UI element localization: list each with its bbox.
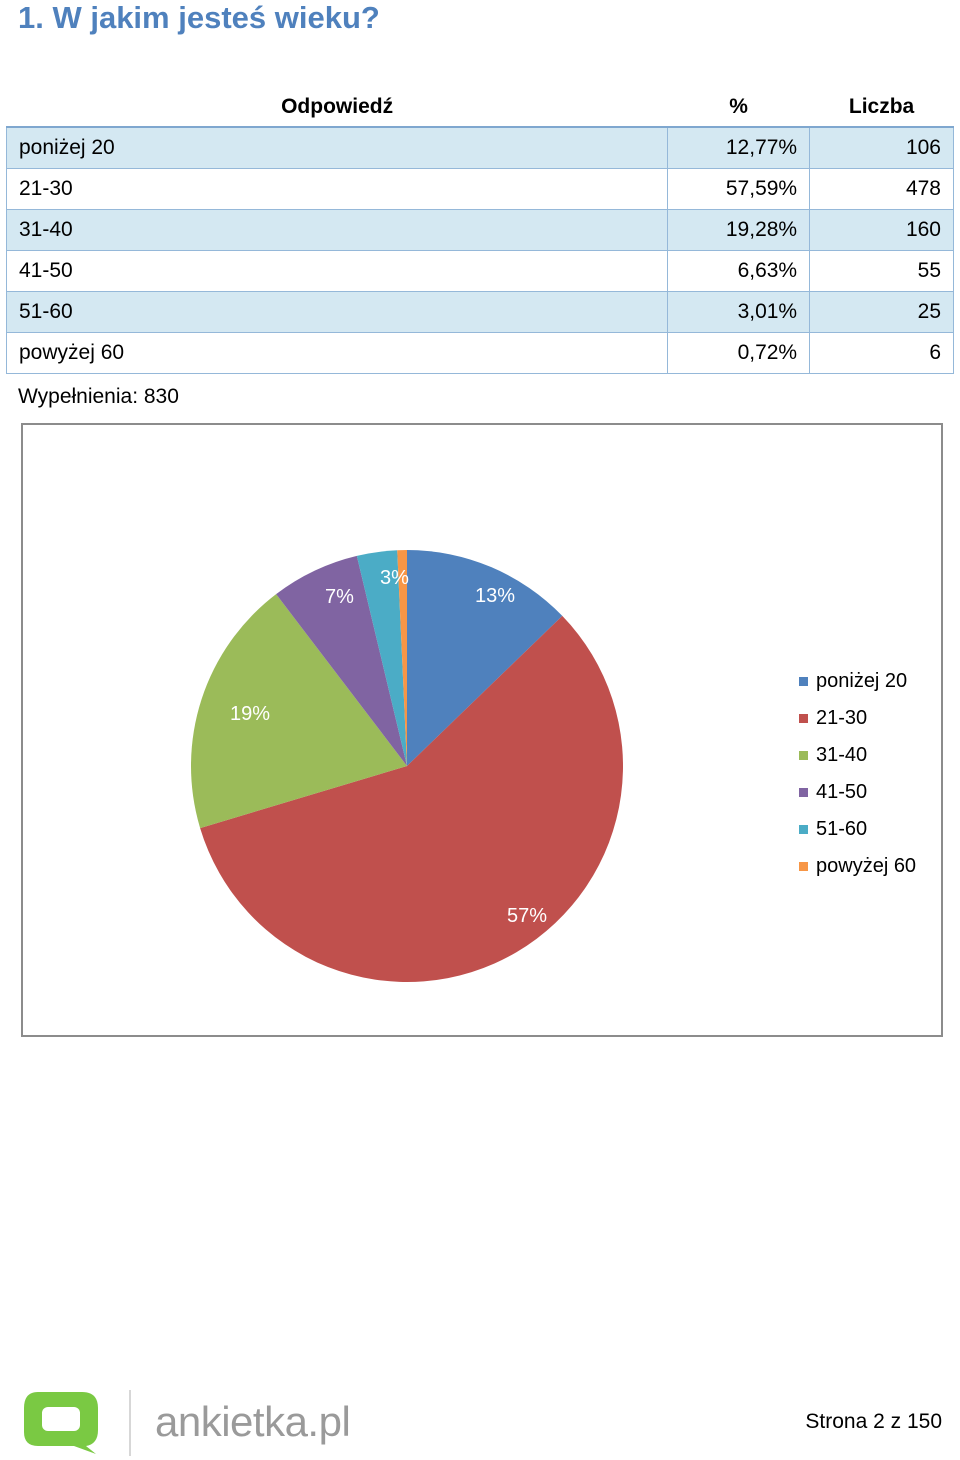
legend-item: 51-60 [799, 811, 916, 848]
row-count: 478 [809, 168, 954, 210]
chart-legend: poniżej 20 21-30 31-40 41-50 51-60 powyżej 60 [799, 663, 916, 885]
row-answer: poniżej 20 [5, 126, 669, 169]
row-answer: 31-40 [5, 209, 669, 251]
pie-data-label-2: 57% [507, 905, 547, 927]
legend-item: powyżej 60 [799, 848, 916, 885]
pie-slice-6 [397, 550, 407, 766]
pie-slice-4 [276, 555, 407, 766]
legend-item: poniżej 20 [799, 663, 916, 700]
pie-data-label-3: 19% [230, 703, 270, 725]
pie-data-label-1: 13% [475, 585, 515, 607]
table-row: 41-50 6,63% 55 [5, 250, 954, 292]
table-row: 21-30 57,59% 478 [5, 168, 954, 210]
legend-swatch [799, 862, 808, 871]
table-header-row: Odpowiedź % Liczba [6, 88, 954, 128]
legend-label: poniżej 20 [816, 670, 908, 692]
pie-slice-1 [407, 550, 563, 766]
pie-slice-2 [200, 615, 623, 982]
row-count: 160 [809, 209, 954, 251]
row-count: 106 [809, 126, 954, 169]
legend-label: 51-60 [816, 818, 868, 840]
table-row: 31-40 19,28% 160 [5, 209, 954, 251]
pie-slice-5 [356, 550, 407, 766]
speech-bubble-icon [24, 1392, 98, 1454]
legend-item: 41-50 [799, 774, 916, 811]
legend-swatch [799, 751, 808, 760]
row-percent: 57,59% [667, 168, 811, 210]
header-count: Liczba [809, 88, 954, 128]
ankietka-logo: ankietka.pl [22, 1390, 351, 1456]
legend-swatch [799, 714, 808, 723]
table-row: powyżej 60 0,72% 6 [5, 332, 954, 374]
logo-divider [129, 1390, 131, 1456]
row-percent: 12,77% [667, 126, 811, 169]
pie-chart-frame: 13% 57% 19% 7% 3% poniżej 20 21-30 31-40 41-50 5… [21, 423, 943, 1037]
logo-text: ankietka.pl [155, 1398, 351, 1445]
responses-count: Wypełnienia: 830 [18, 385, 179, 408]
row-count: 25 [809, 291, 954, 333]
row-percent: 19,28% [667, 209, 811, 251]
header-percent: % [667, 88, 810, 128]
row-percent: 6,63% [667, 250, 811, 292]
legend-label: powyżej 60 [816, 855, 917, 877]
table-row: 51-60 3,01% 25 [5, 291, 954, 333]
table-row: poniżej 20 12,77% 106 [5, 126, 954, 169]
question-title: 1. W jakim jesteś wieku? [18, 0, 380, 35]
header-answer: Odpowiedź [6, 88, 668, 128]
legend-item: 31-40 [799, 737, 916, 774]
pie-data-label-5: 3% [380, 567, 409, 589]
legend-swatch [799, 825, 808, 834]
row-answer: powyżej 60 [5, 332, 669, 374]
row-percent: 0,72% [667, 332, 811, 374]
page-number: Strona 2 z 150 [805, 1410, 942, 1433]
legend-item: 21-30 [799, 700, 916, 737]
row-count: 55 [809, 250, 954, 292]
results-table: Odpowiedź % Liczba poniżej 20 12,77% 106… [5, 88, 954, 374]
row-count: 6 [809, 332, 954, 374]
legend-swatch [799, 788, 808, 797]
legend-label: 21-30 [816, 707, 868, 729]
row-answer: 51-60 [5, 291, 669, 333]
pie-chart: 13% 57% 19% 7% 3% [190, 550, 623, 982]
pie-data-label-4: 7% [325, 586, 354, 608]
row-percent: 3,01% [667, 291, 811, 333]
legend-label: 41-50 [816, 781, 868, 803]
legend-label: 31-40 [816, 744, 868, 766]
pie-slice-3 [190, 594, 407, 829]
row-answer: 21-30 [5, 168, 669, 210]
legend-swatch [799, 677, 808, 686]
row-answer: 41-50 [5, 250, 669, 292]
